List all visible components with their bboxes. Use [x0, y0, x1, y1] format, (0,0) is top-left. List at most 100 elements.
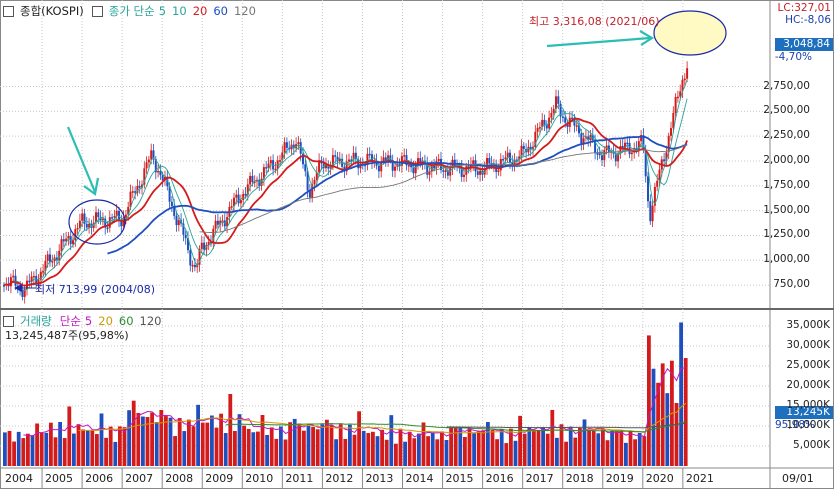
- volume-bar: [256, 431, 260, 466]
- ma-period-20: 20: [192, 4, 208, 18]
- volume-bar: [357, 411, 361, 466]
- candle-body: [637, 141, 640, 151]
- candle-body: [269, 160, 272, 164]
- year-label: 2010: [245, 472, 274, 485]
- candle-body: [412, 167, 415, 174]
- candle-body: [30, 276, 33, 283]
- candle-body: [665, 152, 668, 162]
- volume-bar: [352, 434, 357, 466]
- volume-bar: [417, 433, 421, 466]
- candle-body: [299, 142, 302, 154]
- candle-body: [502, 158, 505, 161]
- volume-bar: [366, 433, 371, 466]
- ma-period-20: 20: [98, 314, 113, 328]
- price-tick-label: 750,00: [773, 278, 810, 291]
- candle-body: [120, 220, 123, 227]
- candle-body: [352, 152, 355, 160]
- volume-tick-label: 30,000K: [786, 339, 830, 351]
- candle-body: [624, 142, 626, 149]
- candle-body: [129, 191, 132, 207]
- price-legend: 종합(KOSPI) 종가 단순 5 10 20 60 120: [3, 3, 256, 19]
- volume-bar: [30, 435, 35, 466]
- candle-body: [44, 260, 47, 272]
- volume-bar: [375, 436, 380, 466]
- volume-bar: [182, 431, 187, 466]
- candle-body: [403, 155, 406, 157]
- volume-bar: [582, 419, 587, 466]
- candle-body: [575, 125, 578, 127]
- volume-legend: 거래량 단순 5 20 60 120: [3, 313, 161, 329]
- ma-period-5: 5: [158, 4, 167, 18]
- volume-bar: [394, 443, 398, 466]
- candle-body: [582, 138, 585, 144]
- candle-body: [32, 275, 35, 278]
- candle-body: [304, 164, 307, 172]
- ma-periods: 5 10 20 60 120: [159, 4, 256, 18]
- candle-body: [442, 170, 445, 172]
- volume-bar: [214, 427, 219, 466]
- volume-bar: [99, 413, 104, 466]
- volume-bar: [642, 436, 647, 466]
- high-annotation: 최고 3,316,08 (2021/06): [529, 15, 660, 28]
- volume-tick-label: 20,000K: [786, 379, 830, 391]
- volume-bar: [476, 430, 481, 466]
- candle-body: [667, 135, 670, 153]
- current-volume-badge: 13,245K: [775, 406, 833, 419]
- candle-body: [389, 155, 392, 161]
- candle-body: [557, 96, 560, 104]
- price-tick-label: 2,250,00: [763, 129, 810, 142]
- candle-body: [83, 213, 86, 224]
- candle-body: [476, 171, 479, 175]
- candle-body: [394, 166, 396, 171]
- candle-body: [122, 217, 125, 227]
- volume-bar: [233, 430, 237, 466]
- candle-body: [428, 171, 431, 175]
- candle-body: [198, 248, 201, 265]
- candle-body: [12, 275, 15, 278]
- ma-checkbox[interactable]: [91, 5, 103, 17]
- candle-body: [267, 163, 270, 168]
- candle-body: [279, 160, 281, 162]
- candle-body: [518, 156, 521, 161]
- candle-body: [366, 153, 369, 165]
- candle-body: [118, 210, 120, 221]
- candle-body: [621, 145, 624, 149]
- year-label: 2013: [365, 472, 394, 485]
- volume-bar: [532, 430, 536, 466]
- candle-body: [95, 212, 97, 223]
- candle-body: [157, 170, 160, 173]
- candle-body: [189, 250, 192, 266]
- candle-body: [131, 191, 134, 193]
- candle-body: [166, 176, 169, 187]
- price-grid: [0, 0, 770, 489]
- volume-bar: [536, 430, 541, 466]
- volume-bar: [306, 425, 311, 466]
- moving-average-line: [107, 135, 688, 255]
- volume-bar: [311, 427, 315, 466]
- volume-checkbox[interactable]: [3, 315, 14, 327]
- volume-bar: [614, 431, 619, 466]
- index-title[interactable]: 종합(KOSPI): [20, 4, 84, 18]
- volume-bar: [633, 439, 637, 466]
- legend-checkbox[interactable]: [3, 5, 14, 17]
- candle-body: [649, 201, 652, 222]
- candle-body: [9, 277, 12, 287]
- candle-body: [398, 164, 401, 166]
- candle-body: [216, 220, 219, 225]
- candle-body: [465, 166, 468, 175]
- candle-body: [566, 122, 569, 127]
- volume-bar: [67, 406, 72, 466]
- candle-body: [239, 200, 242, 204]
- volume-title[interactable]: 거래량: [20, 314, 52, 328]
- volume-bar: [26, 433, 30, 466]
- volume-tick-label: 10,000K: [786, 419, 830, 431]
- volume-bar: [430, 432, 435, 466]
- candle-body: [541, 119, 544, 128]
- volume-bar: [108, 426, 113, 466]
- volume-bar: [131, 400, 136, 466]
- candle-body: [42, 271, 45, 273]
- candle-body: [679, 91, 682, 97]
- volume-bar: [596, 433, 601, 466]
- volume-bar: [16, 431, 21, 466]
